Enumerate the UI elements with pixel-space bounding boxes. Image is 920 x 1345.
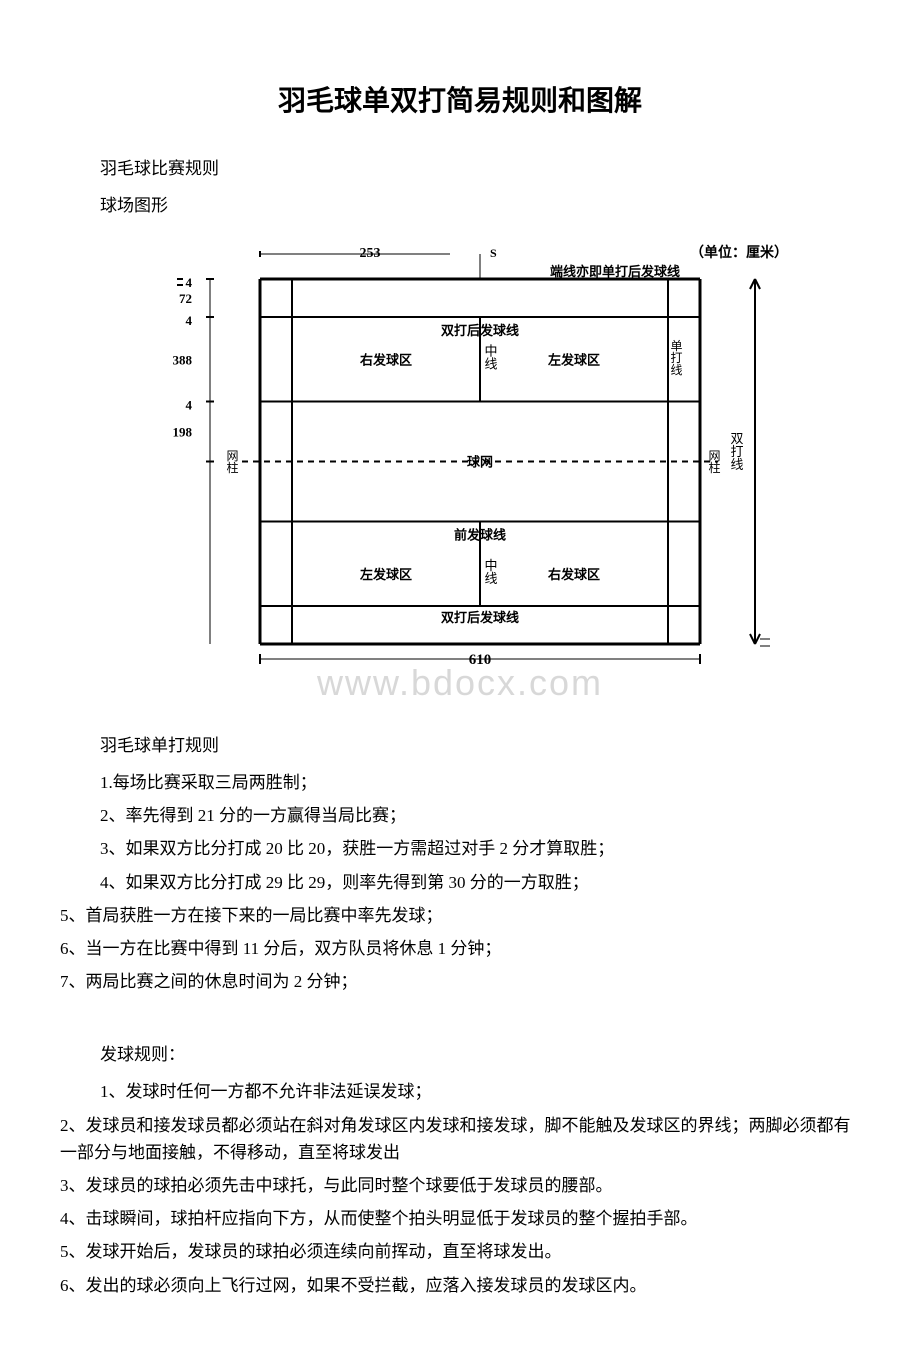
rule-item: 1.每场比赛采取三局两胜制； [100,769,860,796]
svg-text:4: 4 [186,313,193,328]
rule-item: 1、发球时任何一方都不允许非法延误发球； [100,1078,860,1105]
rule-item: 7、两局比赛之间的休息时间为 2 分钟； [60,968,860,995]
rule-item: 5、首局获胜一方在接下来的一局比赛中率先发球； [60,902,860,929]
document-title: 羽毛球单双打简易规则和图解 [60,80,860,125]
svg-text:网柱: 网柱 [707,450,721,475]
section-singles-label: 羽毛球单打规则 [100,732,860,759]
svg-text:左发球区: 左发球区 [548,352,600,367]
rule-item: 3、发球员的球拍必须先击中球托，与此同时整个球要低于发球员的腰部。 [60,1172,860,1199]
section-serve-label: 发球规则： [100,1041,860,1068]
svg-text:左发球区: 左发球区 [360,567,412,582]
svg-text:4: 4 [186,275,193,290]
rule-item: 2、率先得到 21 分的一方赢得当局比赛； [100,802,860,829]
svg-text:端线亦即单打后发球线: 端线亦即单打后发球线 [550,264,680,279]
svg-text:（单位：厘米）: （单位：厘米） [690,244,780,261]
svg-text:中线: 中线 [483,344,498,370]
svg-text:球网: 球网 [467,455,493,470]
section-court-label: 球场图形 [100,192,860,219]
rule-item: 4、击球瞬间，球拍杆应指向下方，从而使整个拍头明显低于发球员的整个握拍手部。 [60,1205,860,1232]
section-rules-label: 羽毛球比赛规则 [100,155,860,182]
svg-text:双打后发球线: 双打后发球线 [441,610,519,625]
svg-text:双打线: 双打线 [729,432,744,471]
svg-text:右发球区: 右发球区 [359,352,412,367]
rule-item: 2、发球员和接发球员都必须站在斜对角发球区内发球和接发球，脚不能触及发球区的界线… [60,1112,860,1166]
court-diagram: 253S（单位：厘米）端线亦即单打后发球线双打后发球线右发球区左发球区中线球网前… [140,234,780,664]
svg-text:198: 198 [173,425,193,440]
rule-item: 6、当一方在比赛中得到 11 分后，双方队员将休息 1 分钟； [60,935,860,962]
rule-item: 3、如果双方比分打成 20 比 20，获胜一方需超过对手 2 分才算取胜； [100,835,860,862]
svg-text:右发球区: 右发球区 [547,567,600,582]
svg-text:双打后发球线: 双打后发球线 [441,323,519,338]
svg-text:单打线: 单打线 [669,339,683,375]
rule-item: 6、发出的球必须向上飞行过网，如果不受拦截，应落入接发球员的发球区内。 [60,1272,860,1299]
rule-item: 5、发球开始后，发球员的球拍必须连续向前挥动，直至将球发出。 [60,1238,860,1265]
svg-text:388: 388 [173,352,193,367]
svg-text:610: 610 [469,652,492,664]
rule-item: 4、如果双方比分打成 29 比 29，则率先得到第 30 分的一方取胜； [100,869,860,896]
svg-text:网柱: 网柱 [225,450,239,475]
svg-text:中线: 中线 [483,559,498,585]
svg-text:4: 4 [186,398,193,413]
svg-text:72: 72 [179,291,192,306]
svg-text:S: S [490,246,497,260]
svg-text:前发球线: 前发球线 [454,528,506,543]
